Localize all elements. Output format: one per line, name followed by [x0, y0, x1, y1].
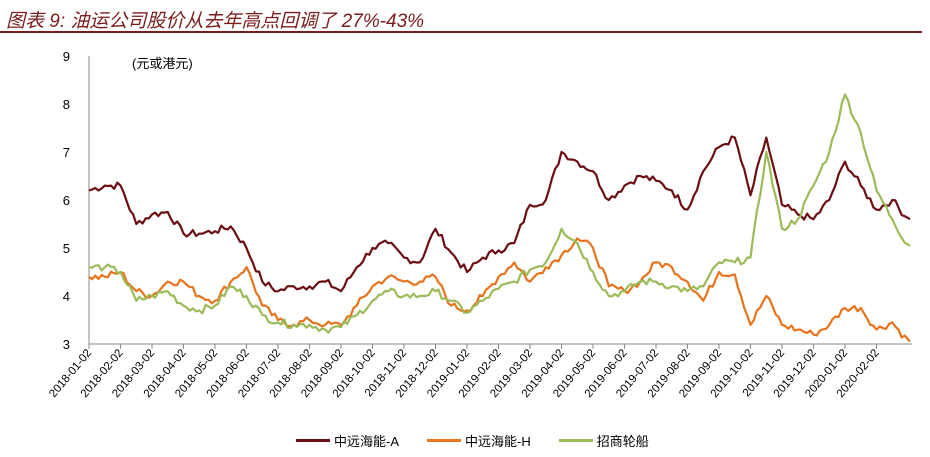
- legend: 中远海能-A 中远海能-H 招商轮船: [296, 431, 649, 450]
- y-tick-label: 6: [63, 193, 70, 208]
- series-line-2: [88, 237, 911, 343]
- series-line-1: [88, 135, 911, 293]
- series-line-3: [88, 93, 911, 334]
- legend-swatch: [296, 439, 330, 442]
- title-underline: [0, 31, 922, 33]
- legend-swatch: [427, 439, 462, 442]
- legend-swatch: [558, 439, 593, 442]
- chart-title: 图表 9: 油运公司股价从去年高点回调了 27%-43%: [6, 11, 425, 32]
- legend-item: 中远海能-H: [427, 431, 531, 450]
- legend-label: 中远海能-H: [465, 434, 531, 449]
- y-tick-label: 7: [63, 145, 70, 160]
- y-tick-label: 4: [63, 289, 70, 304]
- y-tick-label: 5: [63, 241, 70, 256]
- y-tick-label: 9: [63, 49, 70, 64]
- y-tick-label: 8: [63, 97, 70, 112]
- legend-label: 招商轮船: [596, 434, 649, 449]
- y-tick-label: 3: [63, 337, 70, 352]
- legend-item: 中远海能-A: [296, 431, 399, 450]
- legend-label: 中远海能-A: [334, 434, 400, 449]
- legend-item: 招商轮船: [558, 431, 649, 450]
- line-chart: (元或港元) 34567892018-01-022018-02-022018-0…: [47, 49, 912, 400]
- y-axis-unit-label: (元或港元): [132, 56, 193, 71]
